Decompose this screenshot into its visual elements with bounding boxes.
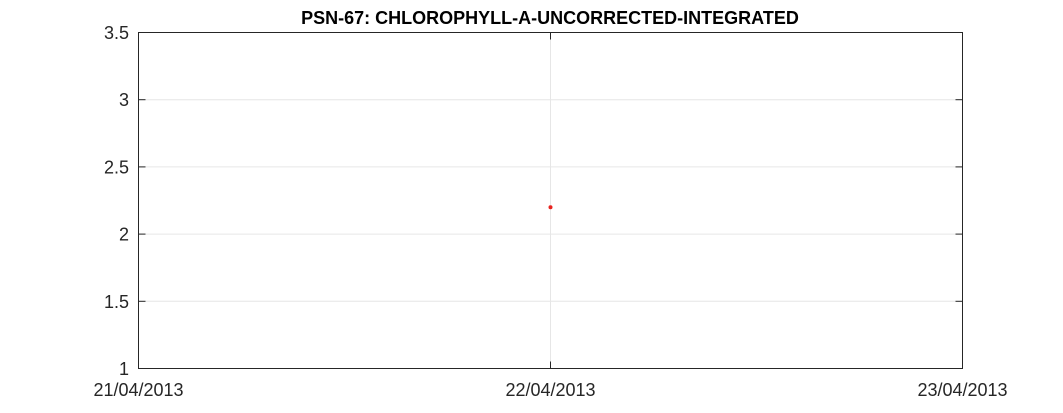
y-tick-label: 3.5 xyxy=(104,23,129,43)
y-tick-label: 1.5 xyxy=(104,292,129,312)
x-tick-label: 23/04/2013 xyxy=(917,380,1007,400)
y-tick-labels: 1 1.5 2 2.5 3 3.5 xyxy=(104,23,129,379)
tick-marks xyxy=(138,32,963,369)
x-tick-label: 21/04/2013 xyxy=(93,380,183,400)
y-tick-label: 3 xyxy=(119,90,129,110)
x-tick-labels: 21/04/2013 22/04/2013 23/04/2013 xyxy=(93,380,1007,400)
data-points xyxy=(548,205,553,210)
y-tick-label: 1 xyxy=(119,359,129,379)
grid xyxy=(138,32,963,369)
chart-title: PSN-67: CHLOROPHYLL-A-UNCORRECTED-INTEGR… xyxy=(301,8,799,28)
y-tick-label: 2.5 xyxy=(104,157,129,177)
data-point xyxy=(548,205,553,210)
y-tick-label: 2 xyxy=(119,225,129,245)
x-tick-label: 22/04/2013 xyxy=(505,380,595,400)
